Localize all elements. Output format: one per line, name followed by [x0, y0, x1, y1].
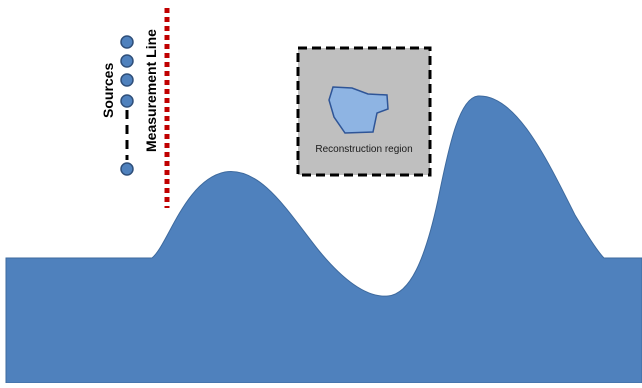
terrain-surface [5, 95, 642, 384]
sources-label: Sources [100, 62, 116, 118]
sources-group [120, 35, 134, 176]
source-circle-icon [120, 35, 134, 49]
source-circle-icon [120, 54, 134, 68]
reconstruction-region-label: Reconstruction region [315, 144, 413, 155]
measurement-line-label: Measurement Line [143, 29, 159, 152]
source-circle-icon [120, 94, 134, 108]
anomaly-polygon-icon [328, 86, 389, 134]
source-circle-icon [120, 73, 134, 87]
source-circle-icon [120, 162, 134, 176]
